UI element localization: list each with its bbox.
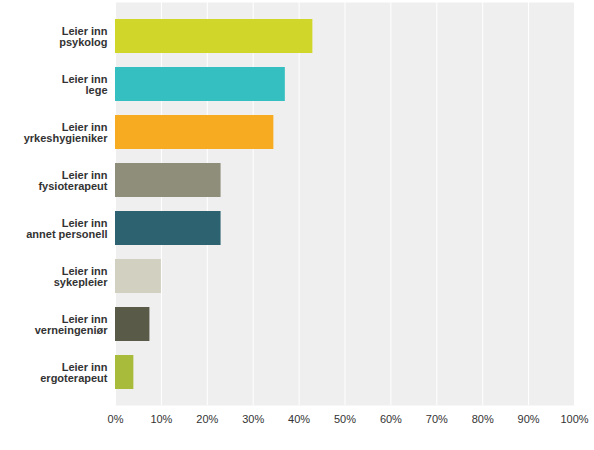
svg-text:Leier innergoterapeut: Leier innergoterapeut bbox=[40, 361, 108, 384]
svg-text:Leier innyrkeshygieniker: Leier innyrkeshygieniker bbox=[24, 121, 108, 144]
svg-text:30%: 30% bbox=[242, 413, 264, 425]
svg-text:60%: 60% bbox=[380, 413, 402, 425]
svg-text:100%: 100% bbox=[560, 413, 588, 425]
svg-text:50%: 50% bbox=[334, 413, 356, 425]
svg-text:Leier innfysioterapeut: Leier innfysioterapeut bbox=[38, 169, 107, 192]
svg-text:80%: 80% bbox=[472, 413, 494, 425]
svg-text:10%: 10% bbox=[150, 413, 172, 425]
svg-text:Leier innpsykolog: Leier innpsykolog bbox=[59, 25, 108, 48]
svg-text:Leier innsykepleier: Leier innsykepleier bbox=[54, 265, 109, 288]
svg-text:70%: 70% bbox=[426, 413, 448, 425]
svg-text:Leier innannet personell: Leier innannet personell bbox=[26, 217, 108, 240]
svg-text:20%: 20% bbox=[196, 413, 218, 425]
svg-text:40%: 40% bbox=[288, 413, 310, 425]
svg-text:Leier innverneingeniør: Leier innverneingeniør bbox=[35, 313, 108, 336]
svg-text:Leier innlege: Leier innlege bbox=[62, 73, 108, 96]
svg-text:0%: 0% bbox=[108, 413, 124, 425]
svg-text:90%: 90% bbox=[518, 413, 540, 425]
